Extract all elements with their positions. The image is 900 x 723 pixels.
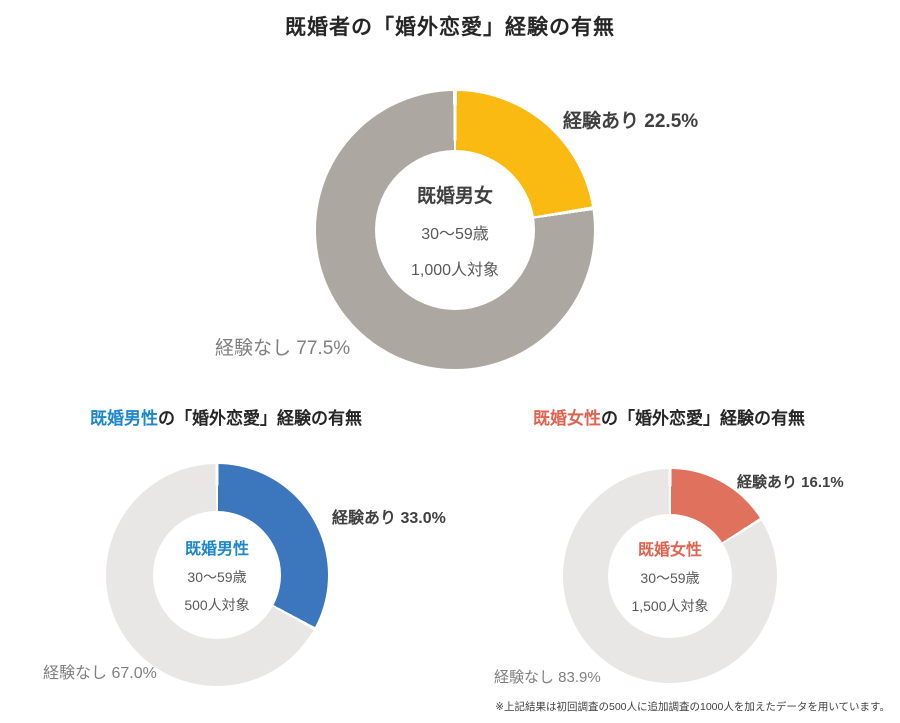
donut-hole-women: 既婚女性 30〜59歳 1,500人対象 (608, 514, 732, 638)
donut-hole-overall: 既婚男女 30〜59歳 1,000人対象 (375, 150, 535, 310)
footnote-text: ※上記結果は初回調査の500人に追加調査の1000人を加えたデータを用いています… (495, 701, 890, 713)
women-chart-heading-colored: 既婚女性 (533, 409, 601, 428)
experience-yes-label-overall: 経験あり 22.5% (563, 111, 699, 132)
center-sample-size-women: 1,500人対象 (631, 598, 709, 614)
donut-chart-men: 既婚男性 30〜59歳 500人対象 (106, 464, 328, 686)
center-age-range-men: 30〜59歳 (187, 569, 247, 585)
men-chart-heading-rest: の「婚外恋愛」経験の有無 (158, 409, 362, 428)
center-sample-size-men: 500人対象 (184, 597, 250, 613)
donut-hole-men: 既婚男性 30〜59歳 500人対象 (153, 511, 281, 639)
center-label-men: 既婚男性 (184, 541, 249, 558)
page-title: 既婚者の「婚外恋愛」経験の有無 (285, 16, 615, 39)
center-age-range: 30〜59歳 (421, 225, 489, 243)
men-chart-heading-colored: 既婚男性 (90, 409, 158, 428)
center-age-range-women: 30〜59歳 (640, 570, 700, 586)
donut-chart-overall: 既婚男女 30〜59歳 1,000人対象 (316, 91, 594, 369)
center-label-women: 既婚女性 (637, 542, 702, 559)
center-label-group: 既婚男女 (416, 185, 493, 207)
experience-no-label-men: 経験なし 67.0% (43, 665, 157, 682)
women-chart-heading: 既婚女性の「婚外恋愛」経験の有無 (533, 404, 805, 429)
women-chart-heading-rest: の「婚外恋愛」経験の有無 (601, 409, 805, 428)
center-sample-size: 1,000人対象 (410, 261, 500, 279)
experience-no-label-overall: 経験なし 77.5% (215, 338, 351, 359)
men-chart-heading: 既婚男性の「婚外恋愛」経験の有無 (90, 404, 362, 429)
experience-no-label-women: 経験なし 83.9% (494, 669, 601, 686)
experience-yes-label-women: 経験あり 16.1% (737, 474, 844, 491)
experience-yes-label-men: 経験あり 33.0% (332, 510, 446, 527)
donut-chart-women: 既婚女性 30〜59歳 1,500人対象 (563, 469, 777, 683)
